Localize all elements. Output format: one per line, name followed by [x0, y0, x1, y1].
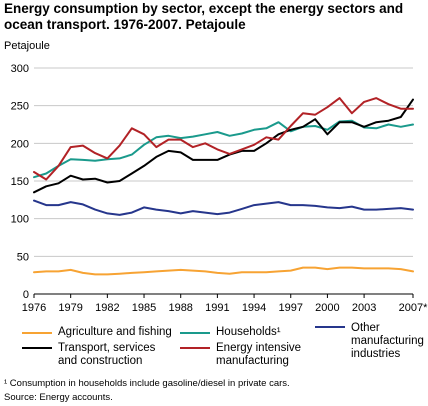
- source-note: Source: Energy accounts.: [4, 392, 113, 403]
- legend-swatch: [180, 332, 210, 334]
- legend-label: Energy intensive manufacturing: [216, 342, 302, 367]
- series-line-4: [33, 97, 414, 181]
- chart-title: Energy consumption by sector, except the…: [4, 1, 404, 32]
- series-line-1: [33, 119, 414, 179]
- legend-label: Transport, services and construction: [58, 342, 156, 367]
- y-tick-label: 200: [11, 138, 29, 150]
- legend-item-households: Households¹: [180, 326, 290, 340]
- legend-swatch: [22, 347, 52, 349]
- y-tick-label: 300: [11, 63, 29, 75]
- x-tick-label: 1994: [242, 302, 266, 314]
- y-tick-label: 50: [17, 251, 29, 263]
- y-tick-label: 150: [11, 176, 29, 188]
- x-tick-label: 2007*: [399, 302, 428, 314]
- x-tick-label: 1997: [278, 302, 302, 314]
- x-tick-label: 1988: [168, 302, 192, 314]
- series-line-3: [33, 98, 414, 194]
- legend-label: Households¹: [216, 326, 281, 338]
- x-tick-label: 2000: [315, 302, 339, 314]
- legend-label: Other manufacturing industries: [351, 322, 424, 360]
- footnote: ¹ Consumption in households include gaso…: [4, 378, 290, 389]
- legend-label: Agriculture and fishing: [58, 326, 172, 338]
- legend-swatch: [315, 326, 345, 328]
- y-tick-label: 0: [23, 289, 29, 301]
- series-line-0: [33, 266, 414, 276]
- x-tick-label: 1985: [132, 302, 156, 314]
- legend-swatch: [180, 347, 210, 349]
- series-line-2: [33, 199, 414, 216]
- x-tick-label: 1979: [58, 302, 82, 314]
- legend-item-energy-intensive: Energy intensive manufacturing: [180, 342, 320, 370]
- series-lines: [33, 97, 414, 276]
- legend-item-other-manufacturing: Other manufacturing industries: [315, 322, 425, 360]
- legend-item-agriculture: Agriculture and fishing: [22, 326, 172, 340]
- x-tick-label: 1976: [22, 302, 46, 314]
- x-tick-labels: 1976 1979 1982 1985 1988 1991 1994 1997 2000 2003…: [22, 294, 428, 314]
- y-axis-label: Petajoule: [4, 40, 50, 52]
- legend-item-transport: Transport, services and construction: [22, 342, 172, 370]
- y-tick-label: 250: [11, 101, 29, 113]
- legend-swatch: [22, 332, 52, 334]
- x-tick-label: 1982: [95, 302, 119, 314]
- x-tick-label: 1991: [205, 302, 229, 314]
- x-tick-label: 2003: [352, 302, 376, 314]
- y-tick-labels: 0 50 100 150 200 250 300: [11, 63, 29, 301]
- gridlines: [34, 67, 413, 295]
- y-tick-label: 100: [11, 214, 29, 226]
